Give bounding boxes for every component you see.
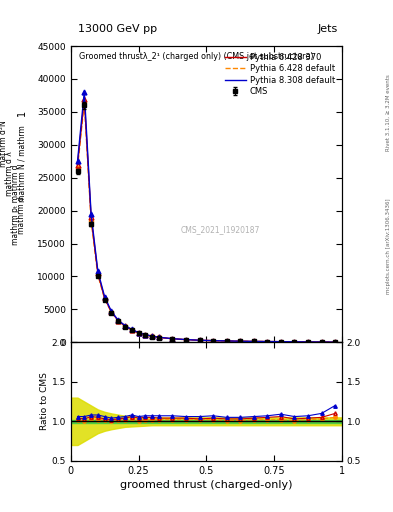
- Line: Pythia 6.428 default: Pythia 6.428 default: [77, 102, 335, 342]
- Pythia 8.308 default: [306, 339, 310, 345]
- Pythia 8.308 default: [197, 337, 202, 343]
- Pythia 6.428 370: [292, 339, 297, 345]
- Pythia 6.428 default: [116, 318, 121, 324]
- Pythia 8.308 default: [333, 339, 338, 345]
- Pythia 8.308 default: [129, 327, 134, 333]
- Pythia 6.428 default: [211, 337, 215, 344]
- Pythia 6.428 default: [75, 165, 80, 171]
- Pythia 6.428 370: [252, 338, 256, 345]
- Pythia 6.428 370: [150, 333, 154, 339]
- Pythia 8.308 default: [75, 158, 80, 164]
- Y-axis label: Ratio to CMS: Ratio to CMS: [40, 373, 49, 431]
- Pythia 6.428 370: [123, 323, 127, 329]
- Pythia 6.428 370: [156, 334, 161, 340]
- Text: CMS_2021_I1920187: CMS_2021_I1920187: [180, 225, 259, 234]
- Pythia 8.308 default: [224, 338, 229, 344]
- Pythia 8.308 default: [319, 339, 324, 345]
- Pythia 6.428 370: [129, 327, 134, 333]
- Pythia 6.428 370: [116, 317, 121, 324]
- Pythia 6.428 370: [136, 330, 141, 336]
- Pythia 6.428 default: [123, 323, 127, 329]
- Pythia 6.428 370: [89, 214, 94, 220]
- Pythia 6.428 default: [89, 218, 94, 224]
- Text: Groomed thrustλ_2¹ (charged only) (CMS jet substructure): Groomed thrustλ_2¹ (charged only) (CMS j…: [79, 52, 313, 61]
- Text: 1: 1: [17, 110, 27, 116]
- Pythia 8.308 default: [123, 323, 127, 329]
- Pythia 6.428 370: [333, 339, 338, 345]
- Pythia 6.428 default: [150, 333, 154, 339]
- Pythia 6.428 default: [184, 336, 188, 343]
- Pythia 8.308 default: [95, 268, 100, 274]
- Pythia 8.308 default: [211, 337, 215, 344]
- Text: mathrm N / mathrm: mathrm N / mathrm: [17, 125, 26, 202]
- Pythia 6.428 default: [333, 339, 338, 345]
- Pythia 6.428 370: [95, 270, 100, 276]
- Text: mathrm pₜ mathrm d: mathrm pₜ mathrm d: [11, 164, 20, 245]
- Pythia 6.428 370: [279, 338, 283, 345]
- Pythia 8.308 default: [265, 338, 270, 345]
- Pythia 6.428 370: [319, 339, 324, 345]
- Pythia 6.428 370: [184, 336, 188, 343]
- Text: mathrm d²N: mathrm d²N: [0, 120, 8, 167]
- Pythia 6.428 370: [109, 309, 114, 315]
- Pythia 8.308 default: [82, 89, 86, 95]
- Pythia 6.428 370: [170, 336, 175, 342]
- Pythia 6.428 370: [75, 161, 80, 167]
- Pythia 6.428 default: [238, 338, 242, 344]
- Pythia 6.428 370: [82, 96, 86, 102]
- Text: Rivet 3.1.10, ≥ 3.2M events: Rivet 3.1.10, ≥ 3.2M events: [386, 74, 391, 151]
- Pythia 8.308 default: [156, 334, 161, 340]
- Text: mathrm d: mathrm d: [17, 196, 26, 234]
- Text: mathrm d λ: mathrm d λ: [6, 152, 14, 197]
- Pythia 8.308 default: [102, 294, 107, 300]
- Line: Pythia 6.428 370: Pythia 6.428 370: [77, 99, 335, 342]
- Pythia 6.428 370: [224, 338, 229, 344]
- Text: mcplots.cern.ch [arXiv:1306.3436]: mcplots.cern.ch [arXiv:1306.3436]: [386, 198, 391, 293]
- Pythia 6.428 default: [279, 338, 283, 345]
- Legend: Pythia 6.428 370, Pythia 6.428 default, Pythia 8.308 default, CMS: Pythia 6.428 370, Pythia 6.428 default, …: [222, 50, 338, 99]
- Pythia 6.428 default: [170, 336, 175, 342]
- Pythia 6.428 default: [265, 338, 270, 345]
- Text: Jets: Jets: [318, 24, 338, 34]
- Pythia 6.428 default: [136, 330, 141, 336]
- Pythia 6.428 default: [143, 332, 148, 338]
- Pythia 6.428 default: [306, 339, 310, 345]
- Pythia 6.428 default: [319, 339, 324, 345]
- Pythia 8.308 default: [170, 335, 175, 342]
- Pythia 8.308 default: [89, 211, 94, 217]
- Text: 13000 GeV pp: 13000 GeV pp: [78, 24, 158, 34]
- Pythia 8.308 default: [150, 333, 154, 339]
- Pythia 6.428 370: [306, 339, 310, 345]
- Pythia 6.428 default: [82, 99, 86, 105]
- Pythia 6.428 370: [211, 337, 215, 344]
- Pythia 6.428 370: [102, 295, 107, 301]
- Pythia 8.308 default: [109, 308, 114, 314]
- X-axis label: groomed thrust (charged-only): groomed thrust (charged-only): [120, 480, 292, 490]
- Pythia 8.308 default: [184, 336, 188, 343]
- Pythia 8.308 default: [136, 330, 141, 336]
- Pythia 6.428 default: [224, 338, 229, 344]
- Pythia 6.428 370: [265, 338, 270, 345]
- Pythia 8.308 default: [279, 338, 283, 345]
- Pythia 8.308 default: [116, 317, 121, 324]
- Pythia 6.428 default: [197, 337, 202, 344]
- Pythia 8.308 default: [252, 338, 256, 345]
- Line: Pythia 8.308 default: Pythia 8.308 default: [77, 92, 335, 342]
- Pythia 6.428 default: [292, 339, 297, 345]
- Pythia 8.308 default: [292, 339, 297, 345]
- Pythia 8.308 default: [238, 338, 242, 344]
- Pythia 6.428 370: [143, 332, 148, 338]
- Pythia 6.428 370: [238, 338, 242, 344]
- Pythia 6.428 default: [252, 338, 256, 345]
- Pythia 6.428 default: [102, 296, 107, 302]
- Pythia 8.308 default: [143, 331, 148, 337]
- Pythia 6.428 default: [129, 327, 134, 333]
- Pythia 6.428 default: [95, 272, 100, 278]
- Pythia 6.428 default: [109, 309, 114, 315]
- Pythia 6.428 default: [156, 334, 161, 340]
- Pythia 6.428 370: [197, 337, 202, 344]
